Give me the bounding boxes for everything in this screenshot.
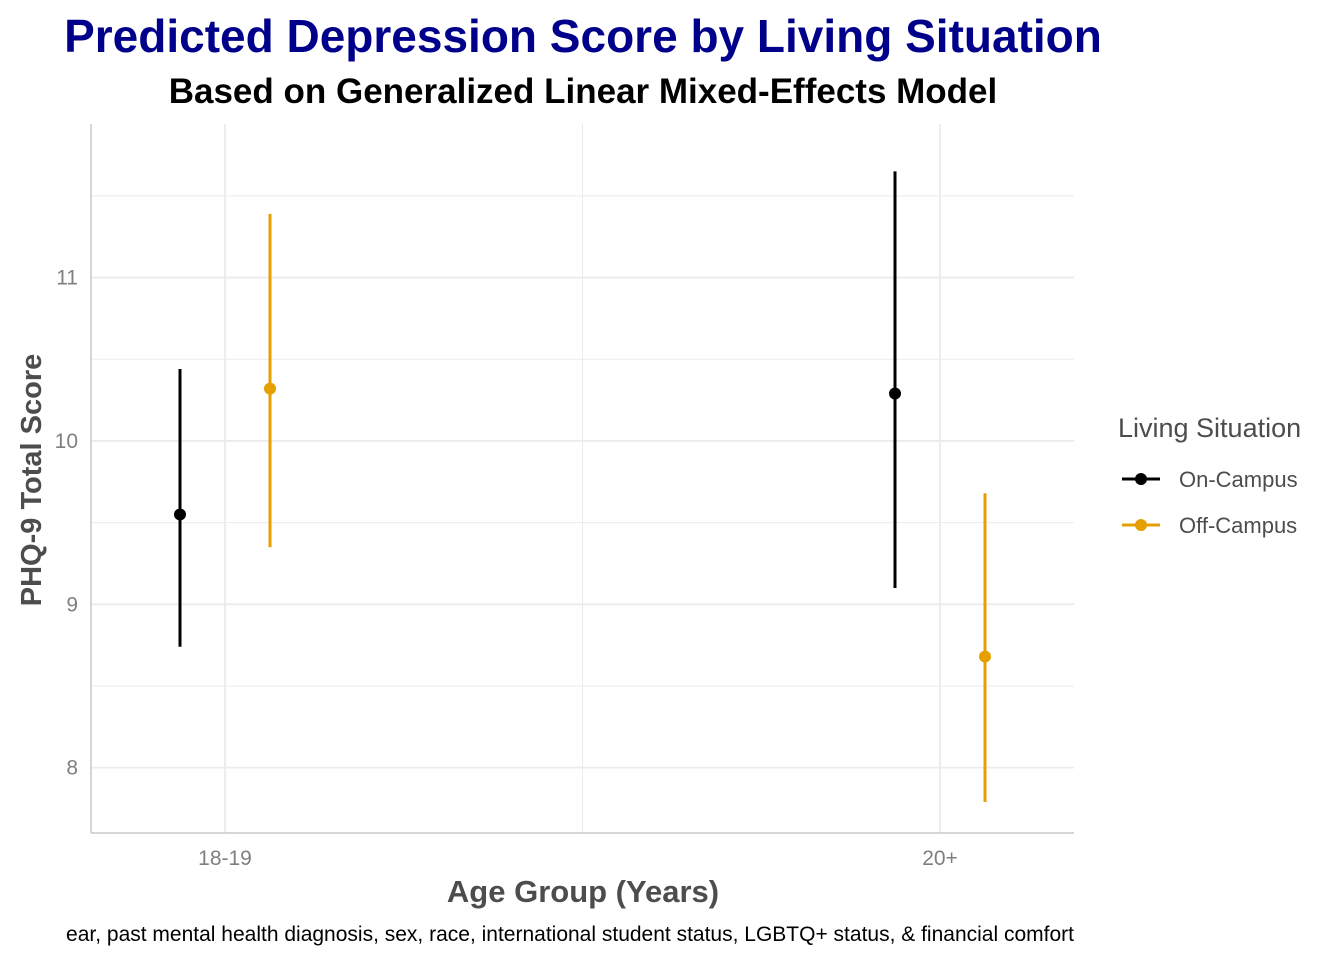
legend: Living Situation On-Campus Off-Campus xyxy=(1118,413,1301,538)
x-tick-label: 18-19 xyxy=(198,847,252,870)
y-tick-label: 10 xyxy=(55,430,78,453)
legend-item-label: On-Campus xyxy=(1179,467,1298,492)
chart-caption: ear, past mental health diagnosis, sex, … xyxy=(66,923,1074,946)
tick-labels: 8 9 10 11 18-19 20+ xyxy=(55,267,958,870)
legend-key-point xyxy=(1135,473,1147,485)
legend-item-label: Off-Campus xyxy=(1179,513,1297,538)
point-estimate xyxy=(889,387,901,400)
grid xyxy=(91,124,1074,833)
point-estimate xyxy=(979,650,991,663)
legend-items: On-Campus Off-Campus xyxy=(1122,467,1298,538)
x-tick-label: 20+ xyxy=(922,847,958,870)
y-tick-label: 9 xyxy=(66,593,78,616)
legend-title: Living Situation xyxy=(1118,413,1301,443)
chart-title: Predicted Depression Score by Living Sit… xyxy=(64,10,1102,62)
point-estimate xyxy=(174,508,186,521)
y-tick-label: 8 xyxy=(66,757,78,780)
chart-subtitle: Based on Generalized Linear Mixed-Effect… xyxy=(169,72,998,111)
x-axis-title: Age Group (Years) xyxy=(447,874,719,909)
y-tick-label: 11 xyxy=(56,267,78,290)
legend-key-point xyxy=(1135,519,1147,531)
point-estimate xyxy=(264,382,276,395)
marks xyxy=(174,171,991,802)
axes xyxy=(90,124,1074,834)
y-axis-title: PHQ-9 Total Score xyxy=(16,354,48,606)
